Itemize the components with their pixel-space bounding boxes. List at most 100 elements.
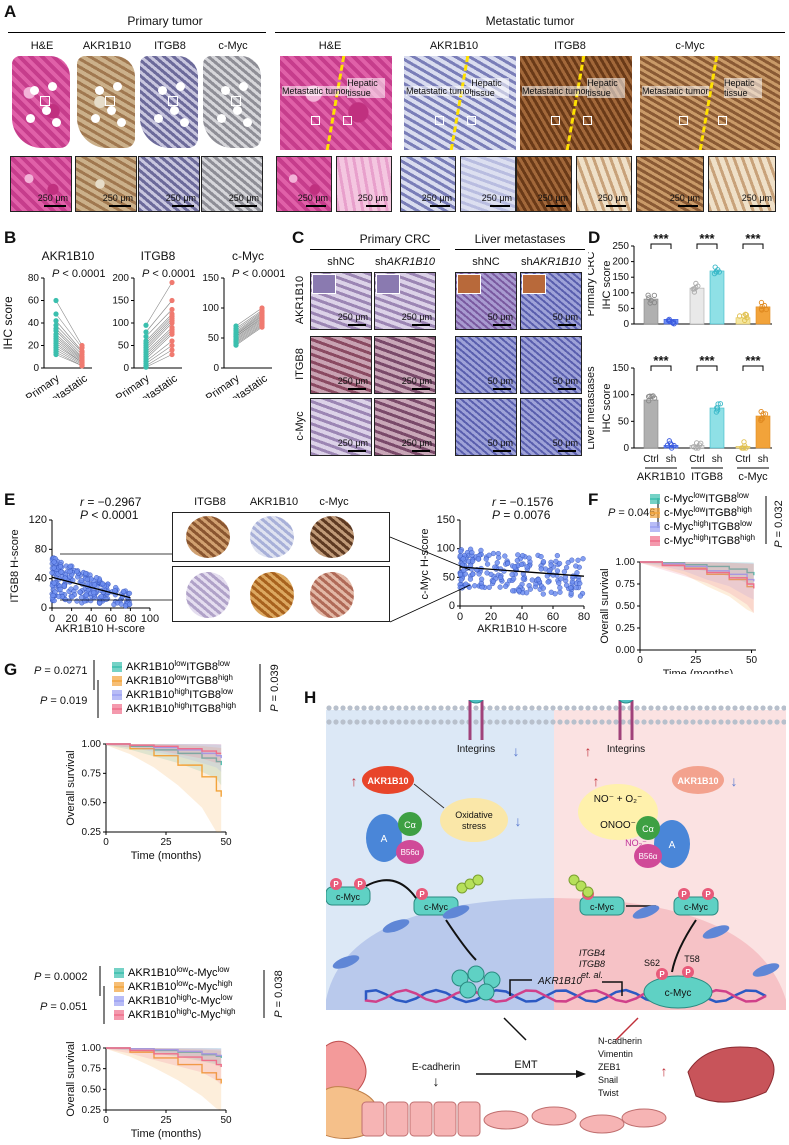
- h-cmyc-left-ub-label: c-Myc: [424, 902, 448, 912]
- g-bot-legend-label: AKR1B10highc-Mychigh: [128, 1007, 236, 1022]
- legend-label-part: AKR1B10: [126, 689, 174, 701]
- h-akr1b10-left-label: AKR1B10: [367, 776, 408, 786]
- b-y-tick-label: 40: [28, 318, 40, 329]
- b-pair-line: [55, 349, 83, 365]
- f-legend-label: c-MyclowITGB8high: [664, 505, 752, 520]
- h-membrane-lipid: [557, 705, 563, 711]
- legend-label-part: ITGB8: [189, 703, 221, 715]
- legend-label-sup: high: [737, 505, 752, 514]
- h-membrane-lipid: [494, 705, 500, 711]
- h-membrane-lipid: [676, 719, 682, 725]
- c-micrograph-tile: 250 μm: [374, 272, 436, 330]
- metastatic-zoom-tile: 250 μm: [636, 156, 704, 212]
- c-col-title: shAKR1B10: [520, 256, 582, 268]
- g-p-bot1: P = 0.0002: [34, 971, 88, 983]
- zoom-box: [679, 116, 689, 125]
- slide-hole: [170, 106, 179, 115]
- scale-bar: [558, 324, 576, 326]
- h-mesenchymal-cell: [483, 1110, 529, 1130]
- g-top-legend-label: AKR1B10lowITGB8high: [126, 673, 233, 688]
- b-pair-line: [145, 334, 173, 360]
- h-membrane-lipid: [746, 705, 752, 711]
- panel-d-chart: Primary CRC Liver metastases IHC score 0 50 1…: [588, 232, 772, 483]
- h-pp2a-c-right: [636, 816, 660, 840]
- f-x-tick-label: 0: [637, 655, 643, 666]
- c-col-title: shAKR1B10: [374, 256, 436, 268]
- slide-hole: [154, 114, 163, 123]
- h-pp2a-b-label: B56α: [639, 852, 658, 861]
- e-left-y-tick-label: 0: [41, 602, 47, 614]
- h-membrane-lipid: [571, 705, 577, 711]
- b-point-primary: [143, 329, 149, 335]
- e-tma-core-top: [250, 516, 294, 558]
- c-micrograph-tile: 250 μm: [310, 272, 372, 330]
- c-micrograph-tile: 250 μm: [374, 398, 436, 456]
- b-pair-line: [145, 329, 173, 355]
- b-pair-line: [235, 316, 263, 336]
- d-point: [758, 416, 764, 422]
- scale-bar: [493, 388, 511, 390]
- e-right-point: [563, 564, 570, 571]
- e-right-point: [538, 566, 544, 572]
- d-bar: [709, 270, 725, 325]
- primary-zoom-tile: 250 μm: [75, 156, 137, 212]
- b-pair-line: [145, 313, 173, 342]
- e-left-point: [50, 592, 56, 599]
- b-pair-line: [145, 318, 173, 346]
- d-point: [715, 407, 721, 413]
- h-akr1b10-left: [362, 766, 414, 794]
- primary-col-label: ITGB8: [154, 40, 186, 52]
- slide-hole: [243, 118, 252, 127]
- e-left-xlabel: AKR1B10 H-score: [55, 623, 145, 635]
- g-bot-survival-curve: [106, 1047, 222, 1068]
- g-top-x-tick-label: 25: [160, 837, 172, 848]
- f-y-tick-label: 1.00: [616, 557, 636, 568]
- h-emt-label: EMT: [514, 1059, 538, 1071]
- scale-bar-label: 50 μm: [552, 438, 578, 448]
- d-point: [666, 438, 672, 444]
- b-p-rest: < 0.0001: [149, 268, 195, 280]
- e-right-y-tick-label: 0: [449, 600, 455, 612]
- scale-bar: [750, 205, 770, 207]
- h-rns-reaction: NO⁻ + O₂⁻: [594, 794, 643, 805]
- h-phospho-label: P: [681, 890, 687, 899]
- g-top-survival-curve: [106, 743, 222, 755]
- d-y-tick-label: 150: [612, 272, 629, 283]
- g-bot-ci-band: [106, 1048, 222, 1110]
- c-micrograph-tile: 250 μm: [310, 398, 372, 456]
- e-right-point: [574, 570, 580, 576]
- b-y-tick-label: 100: [112, 318, 129, 329]
- scale-bar: [430, 205, 450, 207]
- e-left-y-tick-label: 40: [35, 573, 47, 585]
- h-membrane-lipid: [522, 719, 528, 725]
- tumor-boundary: [565, 56, 586, 150]
- h-akr1b10-right: [672, 766, 724, 794]
- h-inhibit-line: [413, 783, 445, 809]
- h-membrane-lipid: [459, 705, 465, 711]
- h-membrane-lipid: [326, 719, 332, 725]
- metastatic-tumor-label: Metastatic tumor: [282, 86, 349, 96]
- h-membrane-lipid: [648, 705, 654, 711]
- f-p-right: P = 0.032: [773, 500, 785, 547]
- hepatic-zoom-tile: 250 μm: [460, 156, 516, 212]
- e-tma-core-top: [310, 516, 354, 558]
- d-y-tick-label: 50: [618, 416, 630, 427]
- b-pair-line: [235, 319, 263, 339]
- d-y-tick-label: 0: [623, 319, 629, 330]
- b-title: c-Myc: [232, 249, 264, 263]
- metastatic-whole-slide: Metastatic tumor Hepatic tissue: [280, 56, 392, 150]
- b-pair-line: [145, 349, 173, 367]
- legend-label-part: ITGB8: [186, 661, 218, 673]
- h-ubiquitin: [568, 874, 580, 886]
- h-pp2a-a-label: A: [669, 840, 676, 851]
- b-point-metastatic: [169, 338, 175, 344]
- e-tma-label: ITGB8: [194, 496, 226, 508]
- h-pp2a-c-left: [398, 812, 422, 836]
- h-down-arrow: ↓: [731, 773, 738, 789]
- h-membrane-lipid: [445, 719, 451, 725]
- h-membrane-lipid: [340, 705, 346, 711]
- legend-label-sup: low: [221, 687, 233, 696]
- h-membrane-lipid: [592, 705, 598, 711]
